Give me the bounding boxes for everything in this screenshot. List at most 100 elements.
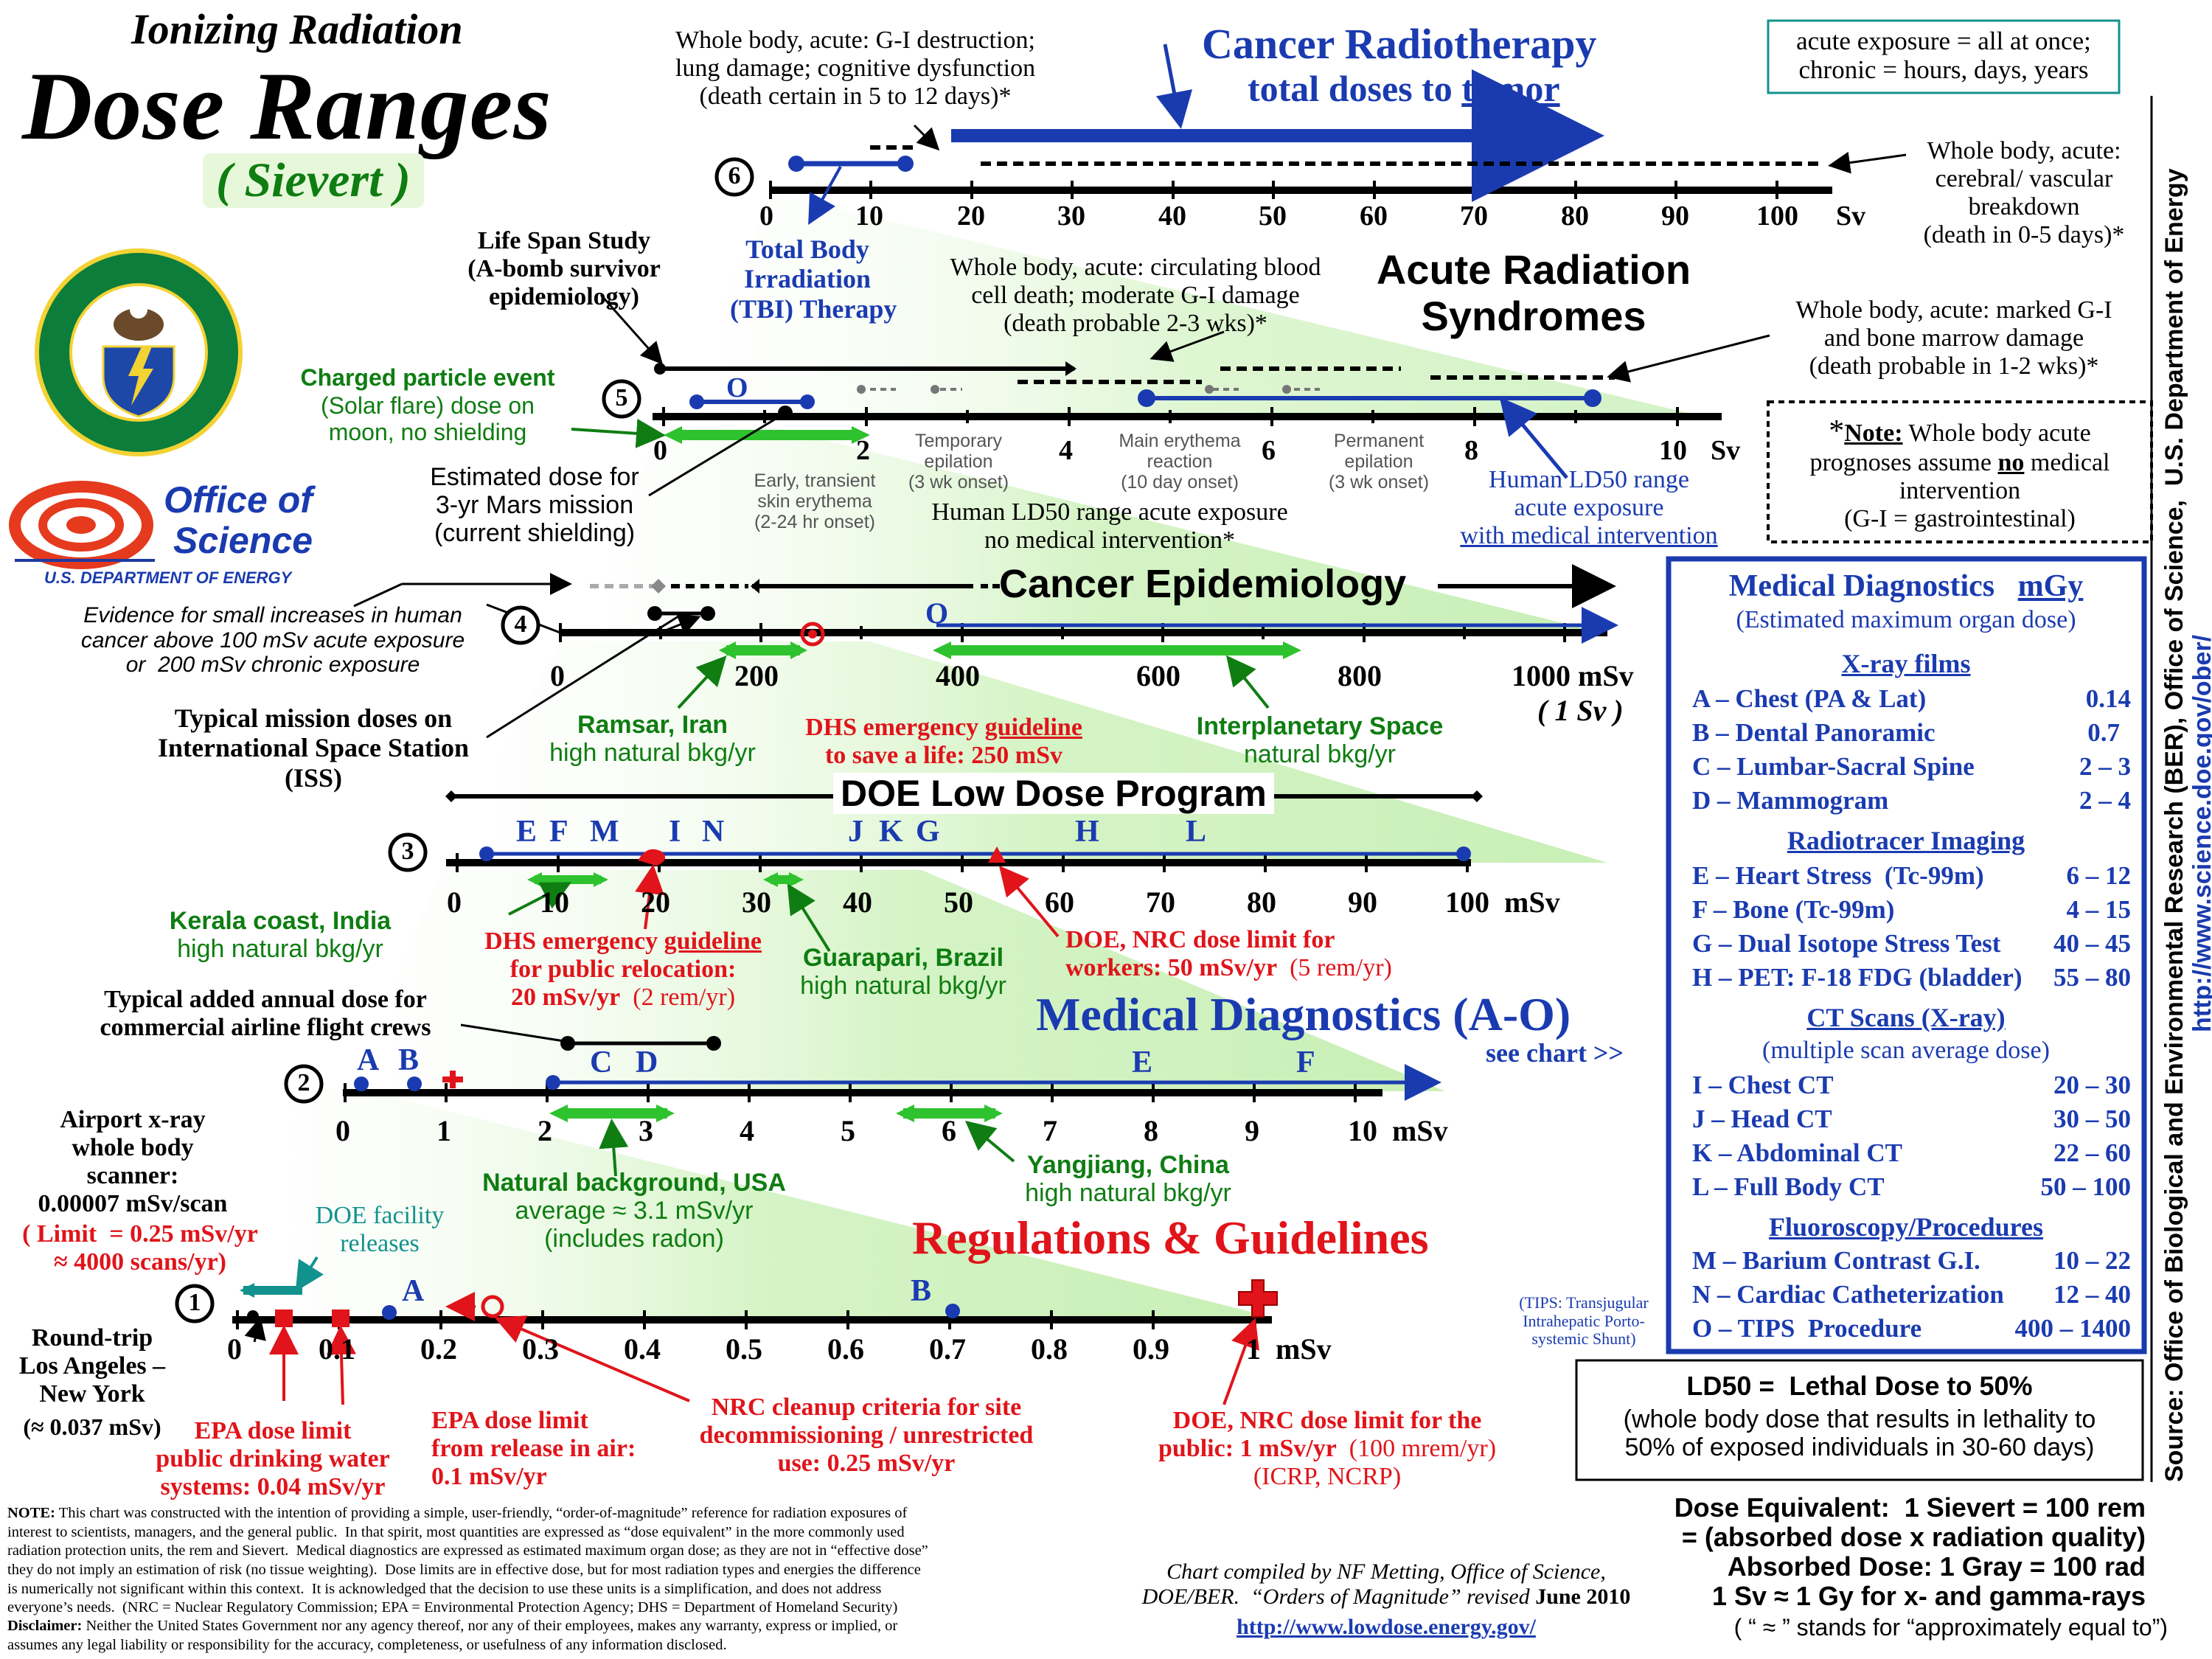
permanent-epilation: Permanent epilation (3 wk onset)	[1328, 431, 1430, 493]
airline-crew-note: Typical added annual dose for commercial…	[100, 986, 431, 1042]
md-value-e: 6 – 12	[2066, 861, 2132, 890]
wedge-3-4	[442, 641, 1607, 863]
doe-workers-marker	[988, 846, 1006, 863]
md-value-j: 30 – 50	[2053, 1105, 2131, 1133]
scale-6-graphics	[769, 44, 1907, 225]
md-value-i: 20 – 30	[2053, 1071, 2131, 1099]
marrow-damage-note: Whole body, acute: marked G-I and bone m…	[1795, 296, 2112, 380]
letter-b-1: B	[911, 1274, 932, 1308]
doe-nrc-public: DOE, NRC dose limit for the public: 1 mS…	[1158, 1407, 1497, 1491]
life-span-study: Life Span Study (A-bomb survivor epidemi…	[467, 227, 661, 311]
letter-e-2: E	[1132, 1046, 1153, 1079]
md-section-xray: X-ray films	[1841, 649, 1971, 678]
scale-4-number: 4	[514, 611, 527, 638]
doe-public-marker-small	[442, 1071, 463, 1088]
yangjiang-label: Yangjiang, China	[1027, 1151, 1229, 1179]
ld50-title: LD50 = Lethal Dose to 50%	[1686, 1371, 2033, 1401]
letter-n: N	[702, 815, 725, 849]
md-row-l: L – Full Body CT	[1692, 1172, 1885, 1201]
scale-6-tick-20: 20	[957, 201, 985, 232]
kerala-sub: high natural bkg/yr	[177, 935, 383, 963]
letter-l: L	[1186, 815, 1207, 849]
scale-4-tick-800: 800	[1338, 659, 1382, 692]
md-row-g: G – Dual Isotope Stress Test	[1692, 929, 2001, 958]
md-value-n: 12 – 40	[2053, 1280, 2131, 1309]
scale-6-tick-70: 70	[1460, 201, 1488, 232]
letter-m: M	[590, 815, 619, 849]
md-value-c: 2 – 3	[2079, 752, 2131, 781]
gi-destruction-note: Whole body, acute: G-I destruction; lung…	[675, 27, 1036, 111]
scale-5-unit: Sv	[1711, 435, 1741, 466]
letter-f-2: F	[1296, 1046, 1315, 1079]
ramsar-label: Ramsar, Iran	[577, 711, 728, 739]
lowdose-url[interactable]: http://www.lowdose.energy.gov/	[1237, 1615, 1536, 1639]
axis-5-ticks	[662, 407, 1679, 426]
source-vertical: Source: Office of Biological and Environ…	[2160, 168, 2188, 1482]
wedge-1-2	[243, 1088, 1268, 1316]
scale-6-tick-10: 10	[855, 201, 883, 232]
md-section-ct-note: (multiple scan average dose)	[1762, 1037, 2050, 1064]
md-value-f: 4 – 15	[2066, 895, 2132, 924]
scale-1-tick-0-5: 0.5	[726, 1332, 762, 1366]
medical-table-box	[1666, 556, 2147, 1354]
scale-2-tick-10: 10 mSv	[1348, 1114, 1448, 1147]
mars-dot	[778, 406, 793, 420]
source-url[interactable]: http://www.science.doe.gov/ober/	[2188, 634, 2212, 1032]
md-row-a: A – Chest (PA & Lat)	[1692, 684, 1927, 713]
scale-2-graphics	[343, 1023, 1441, 1177]
scale-2-tick-1: 1	[437, 1114, 451, 1147]
scale-1-tick-0-3: 0.3	[522, 1332, 559, 1366]
approx-note: ( “ ≈ ” stands for “approximately equal …	[1733, 1614, 2168, 1641]
dose-equivalent-line1: Dose Equivalent: 1 Sievert = 100 rem	[1674, 1492, 2146, 1523]
see-chart-link[interactable]: see chart >>	[1486, 1038, 1624, 1068]
doe-seal-logo	[35, 248, 243, 456]
md-value-o: 400 – 1400	[2014, 1314, 2132, 1343]
scale-4-tick-0: 0	[550, 659, 565, 692]
scale-3-tick-100: 100 mSv	[1445, 886, 1560, 919]
scale-6-tick-60: 60	[1360, 201, 1388, 232]
scale-2-tick-8: 8	[1144, 1114, 1158, 1147]
scale-6-unit: Sv	[1836, 201, 1866, 232]
scale-5-tick-0: 0	[653, 435, 667, 466]
tbi-dot	[897, 156, 914, 172]
md-value-b: 0.7	[2087, 718, 2120, 747]
office-line-1: Office of	[164, 479, 313, 521]
scale-6-tick-40: 40	[1158, 201, 1186, 232]
medical-diagnostics-title: Medical Diagnostics (A-O)	[1036, 988, 1571, 1040]
acute-syndromes-title: Acute Radiation Syndromes	[1376, 246, 1691, 339]
md-row-e: E – Heart Stress (Tc-99m)	[1692, 861, 1984, 890]
scale-1-tick-0: 0	[227, 1332, 242, 1366]
iss-note: Typical mission doses on International S…	[157, 703, 470, 793]
note-box	[1767, 400, 2153, 543]
letter-i: I	[669, 815, 681, 849]
wedge-4-5	[560, 428, 1607, 634]
scale-3-tick-60: 60	[1045, 886, 1074, 919]
interplanetary-label: Interplanetary Space	[1196, 712, 1444, 740]
dhs-reloc-marker	[638, 849, 665, 866]
circulating-blood-note: Whole body, acute: circulating blood cel…	[950, 254, 1321, 338]
kerala-label: Kerala coast, India	[169, 907, 392, 935]
regulations-title: Regulations & Guidelines	[912, 1211, 1429, 1264]
scale-5-number: 5	[615, 384, 628, 411]
tbi-label: Total Body Irradiation (TBI) Therapy	[730, 234, 897, 324]
epa-air-release: EPA dose limit from release in air: 0.1 …	[431, 1407, 636, 1491]
scale-3-number: 3	[401, 838, 414, 865]
scale-3-tick-50: 50	[944, 886, 973, 919]
letter-h: H	[1075, 815, 1099, 849]
office-sub: U.S. DEPARTMENT OF ENERGY	[44, 568, 292, 587]
scale-3-tick-10: 10	[540, 886, 569, 919]
radiotherapy-title: Cancer Radiotherapy	[1202, 20, 1597, 68]
guarapari-label: Guarapari, Brazil	[802, 944, 1004, 972]
scale-6-tick-50: 50	[1259, 201, 1287, 232]
scale-6-tick-30: 30	[1057, 201, 1085, 232]
scale-2-tick-9: 9	[1245, 1114, 1259, 1147]
md-row-b: B – Dental Panoramic	[1692, 718, 1935, 747]
scale-1-tick-0-6: 0.6	[827, 1332, 864, 1366]
scale-1-tick-0-1: 0.1	[319, 1332, 355, 1366]
unit-label: ( Sievert )	[203, 153, 424, 208]
scale-2-number: 2	[297, 1069, 310, 1096]
tbi-dot	[788, 156, 804, 172]
letter-k: K	[879, 815, 903, 849]
scale-1-tick-0-2: 0.2	[420, 1332, 457, 1366]
temporary-epilation: Temporary epilation (3 wk onset)	[908, 431, 1009, 493]
